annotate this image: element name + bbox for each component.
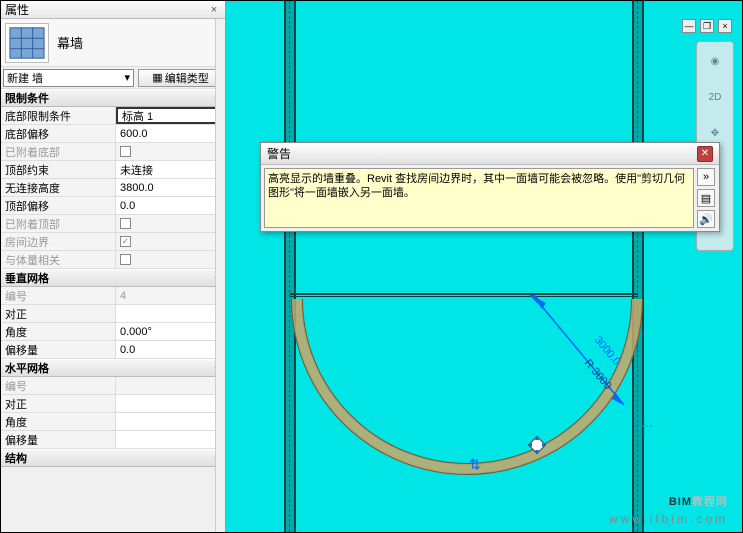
property-label: 顶部约束 — [1, 161, 116, 178]
expand-up-icon[interactable]: » — [697, 168, 715, 186]
group-header[interactable]: 限制条件^^ — [1, 89, 225, 107]
property-row: 底部偏移600.0 — [1, 125, 225, 143]
details-icon[interactable]: ▤ — [697, 189, 715, 207]
property-label: 底部偏移 — [1, 125, 116, 142]
window-controls: — ❐ × — [682, 19, 732, 33]
group-header[interactable]: 水平网格^^ — [1, 359, 225, 377]
property-row: 顶部偏移0.0 — [1, 197, 225, 215]
property-label: 顶部偏移 — [1, 197, 116, 214]
grid-icon: ▦ — [152, 71, 162, 84]
property-label: 编号 — [1, 287, 116, 304]
property-value[interactable]: 3800.0 — [116, 179, 225, 196]
property-row: 无连接高度3800.0 — [1, 179, 225, 197]
property-row: 编号 — [1, 377, 225, 395]
watermark: BIM教程网 www.ifbim.com — [609, 481, 728, 526]
property-value[interactable]: 0.000° — [116, 323, 225, 340]
radius-label: R 3000 — [582, 357, 614, 392]
type-thumbnail — [5, 23, 49, 63]
reference-cross-icon — [634, 416, 654, 436]
property-row: 已附着底部 — [1, 143, 225, 161]
warning-dialog: 警告 ✕ 高亮显示的墙重叠。Revit 查找房间边界时，其中一面墙可能会被忽略。… — [260, 142, 720, 232]
steering-wheel-icon[interactable]: ◉ — [702, 48, 728, 74]
panel-title: 属性 — [5, 1, 207, 18]
property-value[interactable] — [116, 395, 225, 412]
scrollbar[interactable] — [215, 19, 225, 532]
property-value[interactable]: 0.0 — [116, 341, 225, 358]
property-row: 编号4 — [1, 287, 225, 305]
group-header[interactable]: 结构^^ — [1, 449, 225, 467]
close-icon[interactable]: × — [207, 4, 221, 16]
edit-type-button[interactable]: ▦ 编辑类型 — [138, 69, 223, 87]
flip-icon[interactable]: ⇅ — [469, 456, 481, 473]
property-value[interactable] — [116, 305, 225, 322]
warning-message: 高亮显示的墙重叠。Revit 查找房间边界时，其中一面墙可能会被忽略。使用"剪切… — [264, 168, 694, 228]
checkbox — [120, 146, 131, 157]
restore-icon[interactable]: ❐ — [700, 19, 714, 33]
property-label: 已附着底部 — [1, 143, 116, 160]
property-row: 偏移量 — [1, 431, 225, 449]
property-row: 顶部约束未连接 — [1, 161, 225, 179]
property-label: 偏移量 — [1, 431, 116, 448]
warning-title-text: 警告 — [267, 145, 697, 162]
property-row: 偏移量0.0 — [1, 341, 225, 359]
property-label: 角度 — [1, 323, 116, 340]
drawing-viewport[interactable]: — ❐ × ◉ 2D ✥ 🔍 ⟲ R 3000 3000.0 ⇅ 警告 ✕ — [226, 1, 742, 532]
property-label: 底部限制条件 — [1, 107, 116, 124]
close-icon[interactable]: × — [718, 19, 732, 33]
type-name: 幕墙 — [57, 33, 83, 52]
warning-toolbar: » ▤ 🔊 — [697, 165, 719, 231]
property-value[interactable]: 未连接 — [116, 161, 225, 178]
property-value[interactable] — [116, 413, 225, 430]
property-value[interactable]: 600.0 — [116, 125, 225, 142]
move-grip-icon[interactable] — [528, 436, 546, 454]
property-label: 已附着顶部 — [1, 215, 116, 232]
property-value[interactable]: 标高 1 — [116, 107, 225, 124]
property-label: 编号 — [1, 377, 116, 394]
property-row: 对正 — [1, 305, 225, 323]
property-row: 房间边界 ✓ — [1, 233, 225, 251]
minimize-icon[interactable]: — — [682, 19, 696, 33]
property-row: 与体量相关 — [1, 251, 225, 269]
property-value[interactable]: 0.0 — [116, 197, 225, 214]
property-value[interactable] — [116, 431, 225, 448]
properties-panel: 属性 × 幕墙 新建 墙 ▾ ▦ 编辑类型 限制条件^^底部限制条件标高 1底部… — [1, 1, 226, 532]
property-label: 对正 — [1, 305, 116, 322]
property-row: 对正 — [1, 395, 225, 413]
property-label: 房间边界 — [1, 233, 116, 250]
instance-combo[interactable]: 新建 墙 ▾ — [3, 69, 134, 87]
property-row: 底部限制条件标高 1 — [1, 107, 225, 125]
instance-selector-row: 新建 墙 ▾ ▦ 编辑类型 — [1, 67, 225, 89]
property-value[interactable] — [116, 377, 225, 394]
property-label: 无连接高度 — [1, 179, 116, 196]
curtain-wall-arc[interactable]: R 3000 3000.0 — [284, 295, 649, 485]
type-selector-row[interactable]: 幕墙 — [1, 19, 225, 67]
checkbox — [120, 218, 131, 229]
property-label: 对正 — [1, 395, 116, 412]
property-label: 与体量相关 — [1, 251, 116, 268]
checkbox: ✓ — [120, 236, 131, 247]
property-row: 角度0.000° — [1, 323, 225, 341]
warning-titlebar[interactable]: 警告 ✕ — [261, 143, 719, 165]
warning-close-button[interactable]: ✕ — [697, 146, 713, 162]
zoom2d-icon[interactable]: 2D — [702, 84, 728, 110]
property-label: 角度 — [1, 413, 116, 430]
property-row: 已附着顶部 — [1, 215, 225, 233]
property-row: 角度 — [1, 413, 225, 431]
sound-icon[interactable]: 🔊 — [697, 210, 715, 228]
property-value[interactable]: 4 — [116, 287, 225, 304]
checkbox — [120, 254, 131, 265]
group-header[interactable]: 垂直网格^^ — [1, 269, 225, 287]
panel-header: 属性 × — [1, 1, 225, 19]
property-label: 偏移量 — [1, 341, 116, 358]
chevron-down-icon: ▾ — [124, 71, 130, 84]
